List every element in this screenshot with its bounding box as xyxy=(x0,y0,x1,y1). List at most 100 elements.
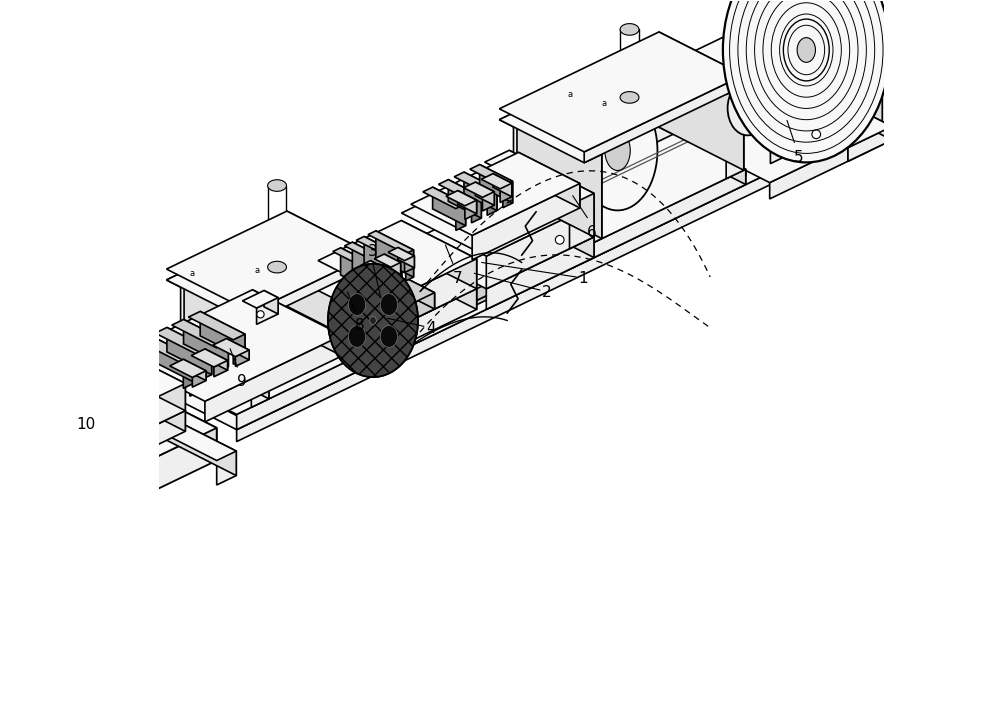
Polygon shape xyxy=(152,122,785,430)
Polygon shape xyxy=(287,222,301,314)
Polygon shape xyxy=(509,161,594,237)
Polygon shape xyxy=(181,229,301,371)
Polygon shape xyxy=(152,296,393,414)
Polygon shape xyxy=(66,359,108,402)
Polygon shape xyxy=(395,293,435,328)
Polygon shape xyxy=(96,365,185,431)
Polygon shape xyxy=(191,349,228,367)
Polygon shape xyxy=(374,254,401,267)
Polygon shape xyxy=(456,204,466,230)
Text: 2: 2 xyxy=(542,285,552,300)
Polygon shape xyxy=(503,181,513,207)
Polygon shape xyxy=(217,342,228,372)
Polygon shape xyxy=(493,174,512,197)
Polygon shape xyxy=(233,334,245,364)
Polygon shape xyxy=(251,314,269,408)
Polygon shape xyxy=(0,373,217,494)
Polygon shape xyxy=(166,272,269,323)
Polygon shape xyxy=(172,320,228,348)
Polygon shape xyxy=(499,111,602,163)
Polygon shape xyxy=(361,261,387,274)
Ellipse shape xyxy=(555,235,564,244)
Polygon shape xyxy=(509,194,594,258)
Polygon shape xyxy=(235,350,249,366)
Polygon shape xyxy=(205,336,342,422)
Polygon shape xyxy=(454,172,497,194)
Polygon shape xyxy=(128,396,236,475)
Polygon shape xyxy=(108,373,217,461)
Polygon shape xyxy=(401,250,477,309)
Polygon shape xyxy=(178,141,699,392)
Polygon shape xyxy=(384,254,401,274)
Polygon shape xyxy=(96,396,131,414)
Polygon shape xyxy=(401,194,594,289)
Polygon shape xyxy=(66,417,88,438)
Polygon shape xyxy=(735,69,892,148)
Polygon shape xyxy=(810,108,829,138)
Polygon shape xyxy=(318,250,477,329)
Polygon shape xyxy=(0,338,185,430)
Ellipse shape xyxy=(252,301,278,340)
Text: 5: 5 xyxy=(794,150,804,165)
Ellipse shape xyxy=(257,311,264,318)
Polygon shape xyxy=(464,172,497,210)
Polygon shape xyxy=(465,200,477,219)
Polygon shape xyxy=(464,182,494,197)
Polygon shape xyxy=(257,298,278,325)
Polygon shape xyxy=(21,375,75,402)
Polygon shape xyxy=(401,161,594,256)
Polygon shape xyxy=(80,428,217,526)
Polygon shape xyxy=(754,78,868,152)
Polygon shape xyxy=(735,0,882,25)
Polygon shape xyxy=(71,351,125,378)
Polygon shape xyxy=(481,174,512,189)
Polygon shape xyxy=(166,222,301,287)
Polygon shape xyxy=(486,237,594,309)
Polygon shape xyxy=(318,221,477,299)
Polygon shape xyxy=(214,360,228,377)
Polygon shape xyxy=(848,127,892,161)
Polygon shape xyxy=(475,182,494,205)
Polygon shape xyxy=(97,380,108,408)
Text: 8: 8 xyxy=(355,317,364,333)
Polygon shape xyxy=(269,222,372,274)
Ellipse shape xyxy=(380,293,398,315)
Text: 1: 1 xyxy=(578,271,588,286)
Polygon shape xyxy=(499,32,744,152)
Polygon shape xyxy=(237,339,393,430)
Polygon shape xyxy=(659,32,744,86)
Polygon shape xyxy=(687,141,699,151)
Polygon shape xyxy=(139,336,195,364)
Polygon shape xyxy=(356,237,402,259)
Polygon shape xyxy=(368,231,414,254)
Polygon shape xyxy=(401,221,477,289)
Polygon shape xyxy=(170,360,206,377)
Polygon shape xyxy=(109,396,131,417)
Polygon shape xyxy=(80,388,92,416)
Polygon shape xyxy=(166,211,372,312)
Polygon shape xyxy=(446,191,477,206)
Polygon shape xyxy=(406,250,414,281)
Text: 9: 9 xyxy=(237,374,247,389)
Polygon shape xyxy=(620,23,639,35)
Polygon shape xyxy=(80,517,99,551)
Polygon shape xyxy=(406,278,435,309)
Polygon shape xyxy=(188,312,245,340)
Text: a: a xyxy=(190,269,195,278)
Polygon shape xyxy=(308,296,393,355)
Polygon shape xyxy=(167,328,212,375)
Polygon shape xyxy=(53,417,88,435)
Polygon shape xyxy=(252,290,342,356)
Polygon shape xyxy=(268,180,286,191)
Polygon shape xyxy=(354,265,372,358)
Polygon shape xyxy=(786,108,829,130)
Polygon shape xyxy=(448,180,481,218)
Polygon shape xyxy=(0,462,99,542)
Polygon shape xyxy=(88,407,109,427)
Polygon shape xyxy=(584,75,744,163)
Polygon shape xyxy=(377,269,387,286)
Polygon shape xyxy=(251,254,372,323)
Polygon shape xyxy=(242,290,278,308)
Polygon shape xyxy=(394,256,402,287)
Polygon shape xyxy=(333,248,378,271)
